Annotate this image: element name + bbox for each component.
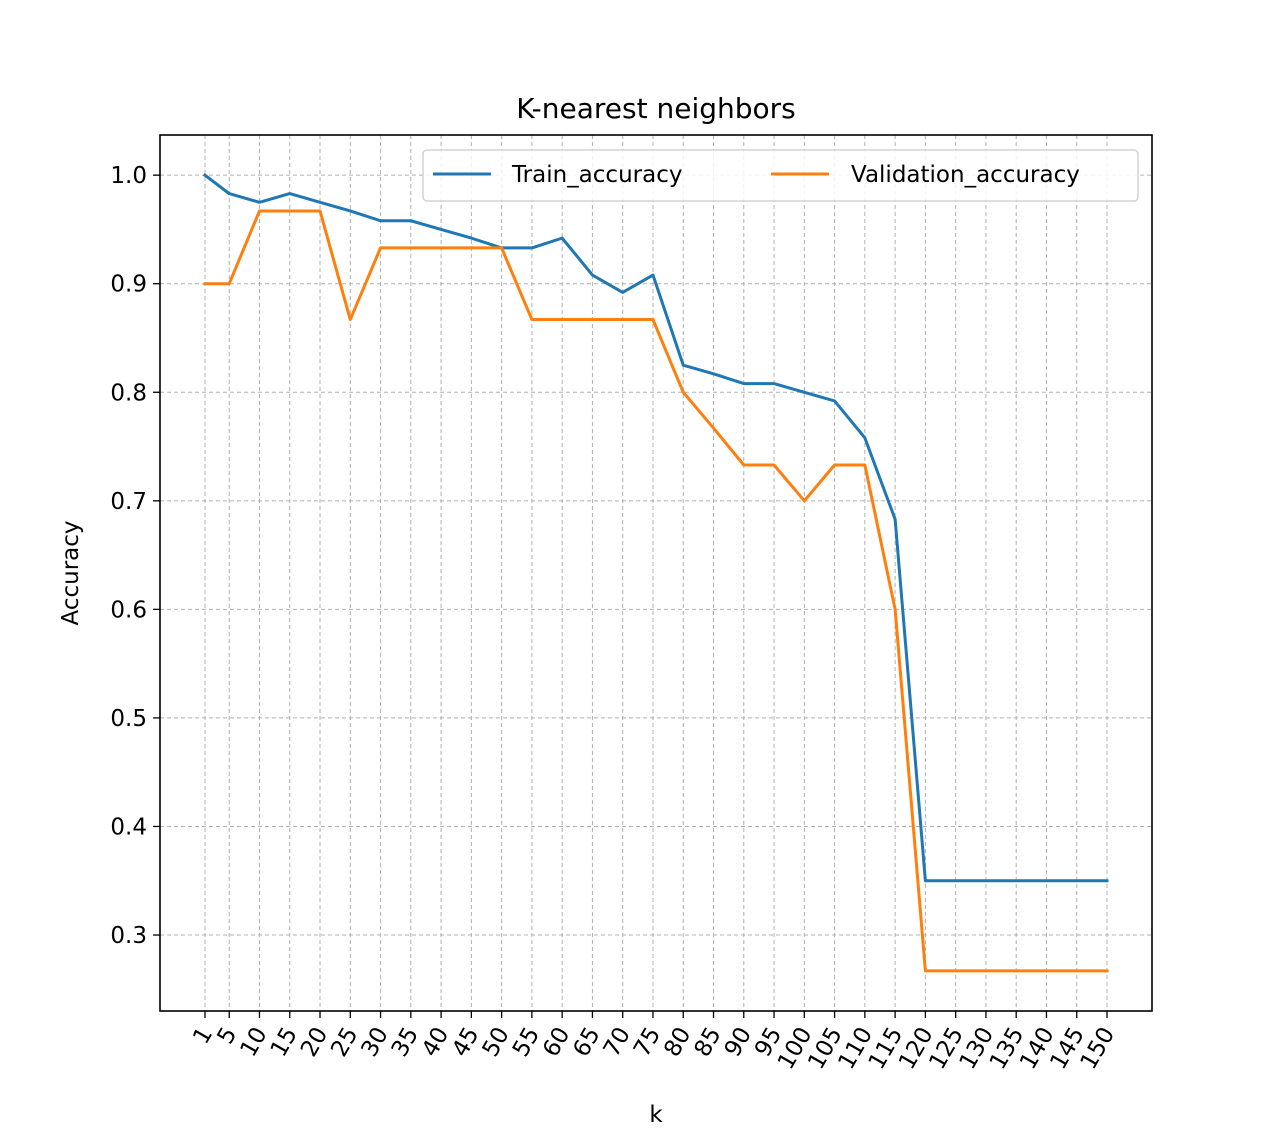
y-tick-label: 0.7: [110, 489, 147, 515]
x-tick-label: 40: [417, 1023, 454, 1061]
x-tick-label: 35: [387, 1023, 424, 1061]
x-tick-label: 70: [599, 1023, 636, 1061]
y-ticks: 0.3 0.4 0.5 0.6 0.7 0.8 0.9 1.0: [110, 163, 160, 949]
x-tick-label: 60: [538, 1023, 575, 1061]
y-tick-label: 1.0: [110, 163, 147, 189]
x-tick-label: 15: [266, 1023, 303, 1061]
y-tick-label: 0.9: [110, 272, 147, 298]
y-tick-label: 0.3: [110, 923, 147, 949]
legend-label: Validation_accuracy: [851, 162, 1080, 188]
x-tick-label: 30: [357, 1023, 394, 1061]
x-tick-label: 80: [659, 1023, 696, 1061]
x-tick-label: 50: [478, 1023, 515, 1061]
grid: [160, 135, 1152, 1011]
x-tick-label: 25: [326, 1023, 363, 1061]
x-tick-label: 55: [508, 1023, 545, 1061]
series-line-validation-accuracy: [203, 209, 1109, 973]
chart-title: K-nearest neighbors: [516, 92, 796, 125]
series-line-train-accuracy: [202, 173, 1109, 883]
plot-area-frame: [159, 134, 1153, 1012]
y-tick-label: 0.4: [110, 814, 147, 840]
x-tick-label: 90: [720, 1023, 757, 1061]
y-tick-label: 0.5: [110, 706, 147, 732]
y-axis-label: Accuracy: [58, 520, 84, 625]
x-ticks: 1510152025303540455055606570758085909510…: [188, 1011, 1120, 1074]
legend-label: Train_accuracy: [511, 162, 682, 188]
x-tick-label: 85: [690, 1023, 727, 1061]
x-axis-label: k: [649, 1102, 663, 1128]
x-tick-label: 150: [1076, 1023, 1120, 1074]
x-tick-label: 20: [296, 1023, 333, 1061]
x-tick-label: 65: [568, 1023, 605, 1061]
legend: Train_accuracy Validation_accuracy: [422, 149, 1139, 202]
x-tick-label: 45: [447, 1023, 484, 1061]
x-tick-label: 75: [629, 1023, 666, 1061]
x-tick-label: 10: [236, 1023, 273, 1061]
y-tick-label: 0.8: [110, 380, 147, 406]
series-lines: [202, 173, 1109, 973]
y-tick-label: 0.6: [110, 597, 147, 623]
